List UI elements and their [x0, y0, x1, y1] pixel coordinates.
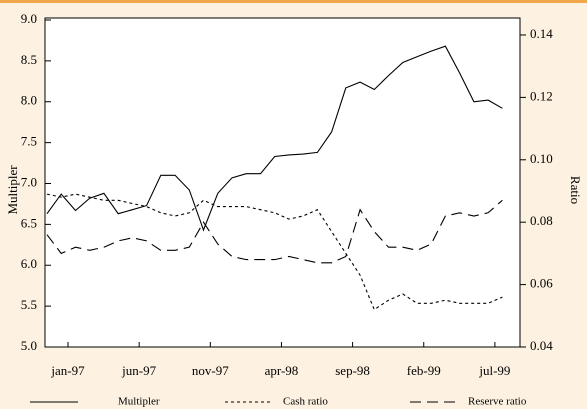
y-tick-label: 7.0 [21, 174, 37, 189]
y-tick-label: 5.5 [21, 297, 37, 312]
y2-tick-label: 0.14 [530, 26, 553, 41]
legend-label: Cash ratio [283, 396, 328, 408]
y2-axis-label: Ratio [568, 176, 583, 204]
y-tick-label: 9.0 [21, 11, 37, 26]
y-tick-label: 8.5 [21, 52, 37, 67]
line-series [46, 199, 503, 264]
x-tick-label: jan-97 [50, 363, 85, 378]
x-tick-label: jun-97 [121, 363, 156, 378]
x-tick-label: nov-97 [192, 363, 229, 378]
y-tick-label: 6.5 [21, 215, 37, 230]
y2-tick-label: 0.10 [530, 151, 553, 166]
y-tick-label: 8.0 [21, 93, 37, 108]
x-tick-label: feb-99 [407, 363, 441, 378]
legend-label: Reserve ratio [468, 396, 527, 408]
legend-label: Multipler [118, 396, 160, 408]
line-series [46, 193, 503, 311]
y2-tick-label: 0.12 [530, 88, 553, 103]
y2-tick-label: 0.06 [530, 276, 553, 291]
x-tick-label: sep-98 [335, 363, 370, 378]
y2-tick-label: 0.04 [530, 338, 553, 353]
y2-tick-label: 0.08 [530, 213, 553, 228]
x-tick-label: apr-98 [265, 363, 299, 378]
line-series [46, 45, 503, 232]
plot-area [44, 17, 521, 348]
top-strip [0, 0, 587, 3]
y-tick-label: 7.5 [21, 134, 37, 149]
y-tick-label: 6.0 [21, 256, 37, 271]
y-axis-label: Multipler [5, 165, 20, 215]
y-tick-label: 5.0 [21, 338, 37, 353]
x-tick-label: jul-99 [478, 363, 510, 378]
